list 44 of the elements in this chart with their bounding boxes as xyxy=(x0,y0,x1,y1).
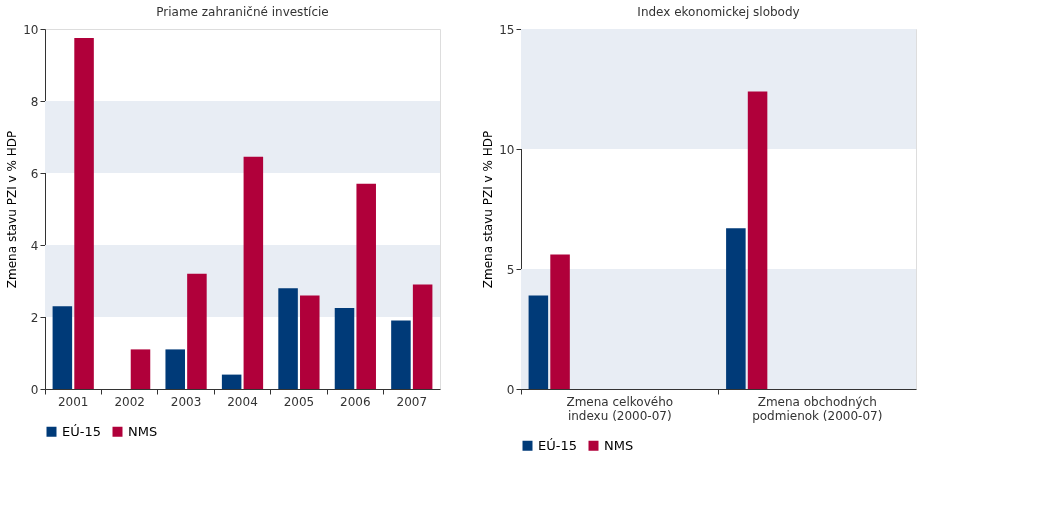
legend-label: NMS xyxy=(604,437,634,453)
bar xyxy=(130,349,151,389)
x-tick-label: 2005 xyxy=(283,394,315,409)
y-tick-label: 6 xyxy=(30,166,39,181)
bar xyxy=(221,374,242,389)
x-tick-label: 2004 xyxy=(227,394,258,409)
x-tick-label: 2007 xyxy=(396,394,428,409)
legend-label: EÚ-15 xyxy=(62,423,101,439)
bar xyxy=(550,254,570,389)
bar xyxy=(243,156,264,389)
bar xyxy=(165,349,185,389)
bar xyxy=(52,306,73,389)
chart-title: Index ekonomickej slobody xyxy=(637,5,800,19)
bar xyxy=(278,288,298,389)
legend-label: NMS xyxy=(128,423,158,439)
y-tick-label: 0 xyxy=(506,382,515,397)
bar xyxy=(412,284,433,389)
y-tick-label: 10 xyxy=(499,142,515,157)
legend-label: EÚ-15 xyxy=(538,437,577,453)
bar xyxy=(356,183,376,389)
y-tick-label: 2 xyxy=(30,310,39,325)
y-axis-title: Zmena stavu PZI v % HDP xyxy=(481,130,496,289)
bar xyxy=(391,320,411,389)
bar xyxy=(74,38,94,389)
bar xyxy=(334,308,355,389)
y-axis-title: Zmena stavu PZI v % HDP xyxy=(5,130,20,289)
x-tick-label: 2001 xyxy=(57,394,89,409)
bar xyxy=(300,295,320,389)
y-tick-label: 0 xyxy=(30,382,39,397)
x-tick-label: 2006 xyxy=(340,394,371,409)
x-tick-label: Zmena obchodných podmienok (2000-07) xyxy=(752,394,883,423)
y-tick-label: 8 xyxy=(30,94,39,109)
y-tick-label: 10 xyxy=(23,22,39,37)
y-tick-label: 15 xyxy=(499,22,515,37)
x-tick-label: 2002 xyxy=(114,394,145,409)
bar xyxy=(747,91,768,389)
bar xyxy=(187,273,207,389)
bar xyxy=(726,228,746,389)
x-tick-label: Zmena celkového indexu (2000-07) xyxy=(566,394,674,423)
y-tick-label: 5 xyxy=(506,262,515,277)
bar xyxy=(528,295,549,389)
chart-title: Priame zahraničné investície xyxy=(156,5,329,19)
y-tick-label: 4 xyxy=(30,238,39,253)
x-tick-label: 2003 xyxy=(170,394,202,409)
